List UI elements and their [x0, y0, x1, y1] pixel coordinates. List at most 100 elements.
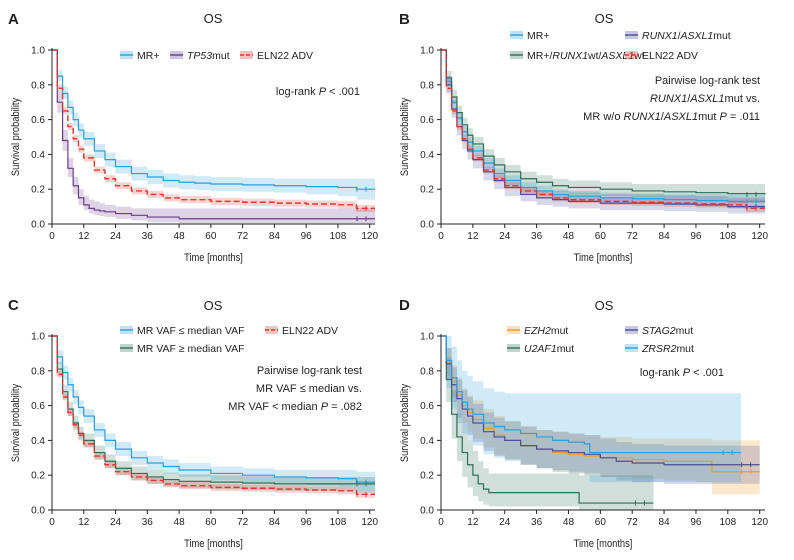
x-axis-label: Time [months] [184, 538, 243, 550]
legend-label-part: EZH2 [524, 325, 551, 337]
y-tick-label: 0.8 [420, 80, 434, 91]
x-tick-label: 0 [49, 517, 55, 528]
x-tick-label: 24 [499, 517, 511, 528]
pairwise-annotation-line-part: / [687, 93, 691, 105]
legend-label-part: MR+ [137, 50, 159, 62]
pairwise-annotation-line-part: MR VAF < median [228, 401, 320, 413]
legend-label-part: / [678, 30, 681, 42]
legend-label: MR VAF ≥ median VAF [137, 343, 244, 355]
pairwise-annotation-line-part: Pairwise log-rank test [655, 75, 760, 87]
legend-label-part: MR VAF ≤ median VAF [137, 325, 244, 337]
panel-letter: B [399, 11, 410, 28]
pairwise-annotation-line-part: RUNX1 [624, 111, 661, 123]
pairwise-annotation-line-part: MR VAF ≤ median vs. [256, 383, 362, 395]
pairwise-annotation-line-part: P [321, 401, 329, 413]
x-tick-label: 120 [751, 231, 768, 242]
legend-label: STAG2mut [642, 325, 693, 337]
y-tick-label: 0.6 [31, 401, 45, 412]
x-tick-label: 48 [563, 517, 575, 528]
x-tick-label: 84 [269, 231, 281, 242]
survival-curve-eln [441, 49, 765, 210]
legend-label-part: ASXL1 [680, 30, 714, 42]
panel-a: A OS 0.0 0.2 0.4 0.6 0.8 1.0 0 12 24 36 48 60 72 84 96 10… [8, 11, 378, 264]
legend-label-part: U2AF1 [524, 343, 557, 355]
x-tick-label: 120 [751, 517, 768, 528]
y-tick-label: 1.0 [31, 332, 45, 343]
legend-label: ELN22 ADV [642, 50, 698, 62]
x-tick-label: 108 [330, 231, 347, 242]
x-tick-label: 72 [627, 231, 639, 242]
survival-curve-mr [52, 335, 375, 483]
x-tick-label: 96 [301, 231, 313, 242]
legend-item-ezh2: EZH2mut [507, 325, 568, 337]
legend-label-part: ZRSR2 [641, 343, 677, 355]
legend-label: U2AF1mut [524, 343, 574, 355]
logrank-annotation-part: log-rank [276, 86, 319, 98]
legend-label: MR+ [527, 30, 549, 42]
panel-letter: C [8, 297, 19, 314]
ci-band-zrsr2 [441, 336, 742, 483]
legend-label-part: mut [676, 325, 694, 337]
x-tick-label: 36 [142, 517, 154, 528]
legend-label-part: ELN22 ADV [282, 325, 338, 337]
y-tick-label: 0.0 [420, 506, 434, 517]
x-tick-label: 0 [438, 517, 444, 528]
x-tick-label: 72 [237, 517, 249, 528]
x-tick-label: 108 [330, 517, 347, 528]
x-tick-label: 12 [467, 231, 479, 242]
pairwise-annotation-line-part: RUNX1 [650, 93, 687, 105]
legend-label-part: mut [557, 343, 575, 355]
survival-curve-tp53 [52, 49, 375, 220]
logrank-annotation-part: < .001 [690, 367, 724, 379]
legend-label: EZH2mut [524, 325, 568, 337]
pairwise-annotation-line-part: = .011 [727, 111, 760, 123]
survival-curve-stag2 [441, 335, 760, 466]
y-tick-label: 1.0 [420, 332, 434, 343]
y-tick-label: 0.6 [420, 401, 434, 412]
x-axis-label: Time [months] [574, 252, 633, 264]
y-tick-label: 0.8 [31, 80, 45, 91]
x-tick-label: 108 [719, 517, 736, 528]
survival-curve-mr [52, 49, 375, 190]
pairwise-annotation-line-part: mut vs. [725, 93, 760, 105]
x-tick-label: 24 [110, 231, 122, 242]
legend-label-part: mut [676, 343, 694, 355]
y-tick-label: 0.2 [420, 185, 434, 196]
panel-b: B OS 0.0 0.2 0.4 0.6 0.8 1.0 0 12 24 36 48 60 72 84 96 10… [399, 11, 768, 264]
legend-label-part: wt [633, 50, 645, 62]
pairwise-annotation-line: Pairwise log-rank test [655, 75, 760, 87]
x-tick-label: 0 [49, 231, 55, 242]
panel-c: C OS 0.0 0.2 0.4 0.6 0.8 1.0 0 12 24 36 48 60 72 84 96 10… [8, 297, 378, 550]
x-tick-label: 12 [78, 517, 90, 528]
pairwise-annotation-line-part: ASXL1 [689, 93, 724, 105]
survival-curve-eln [52, 49, 375, 210]
x-tick-label: 84 [269, 517, 281, 528]
pairwise-annotation-line-part: / [661, 111, 665, 123]
legend-label: ELN22 ADV [257, 50, 313, 62]
pairwise-annotation-line: MR VAF < median P = .082 [228, 401, 362, 413]
legend-item-eln: ELN22 ADV [625, 50, 698, 62]
logrank-annotation-part: < .001 [326, 86, 360, 98]
ci-band-stag2 [441, 336, 760, 484]
x-tick-label: 24 [110, 517, 122, 528]
y-tick-label: 0.0 [31, 220, 45, 231]
y-tick-label: 0.8 [31, 366, 45, 377]
legend-item-mr: MR VAF ≤ median VAF [120, 325, 244, 337]
y-tick-label: 0.8 [420, 366, 434, 377]
x-tick-label: 12 [78, 231, 90, 242]
pairwise-annotation-line-part: MR w/o [583, 111, 623, 123]
panel-letter: D [399, 297, 410, 314]
y-tick-label: 0.0 [420, 220, 434, 231]
y-tick-label: 0.4 [420, 150, 434, 161]
pairwise-annotation-line: MR VAF ≤ median vs. [256, 383, 362, 395]
legend-item-zrsr2: ZRSR2mut [625, 343, 694, 355]
y-tick-label: 0.6 [420, 115, 434, 126]
x-tick-label: 36 [142, 231, 154, 242]
legend-label-part: mut [551, 325, 569, 337]
y-axis-label: Survival probability [10, 97, 22, 176]
legend-label: ELN22 ADV [282, 325, 338, 337]
x-tick-label: 36 [531, 231, 543, 242]
y-tick-label: 0.6 [31, 115, 45, 126]
survival-curve-u2af1 [441, 335, 654, 504]
